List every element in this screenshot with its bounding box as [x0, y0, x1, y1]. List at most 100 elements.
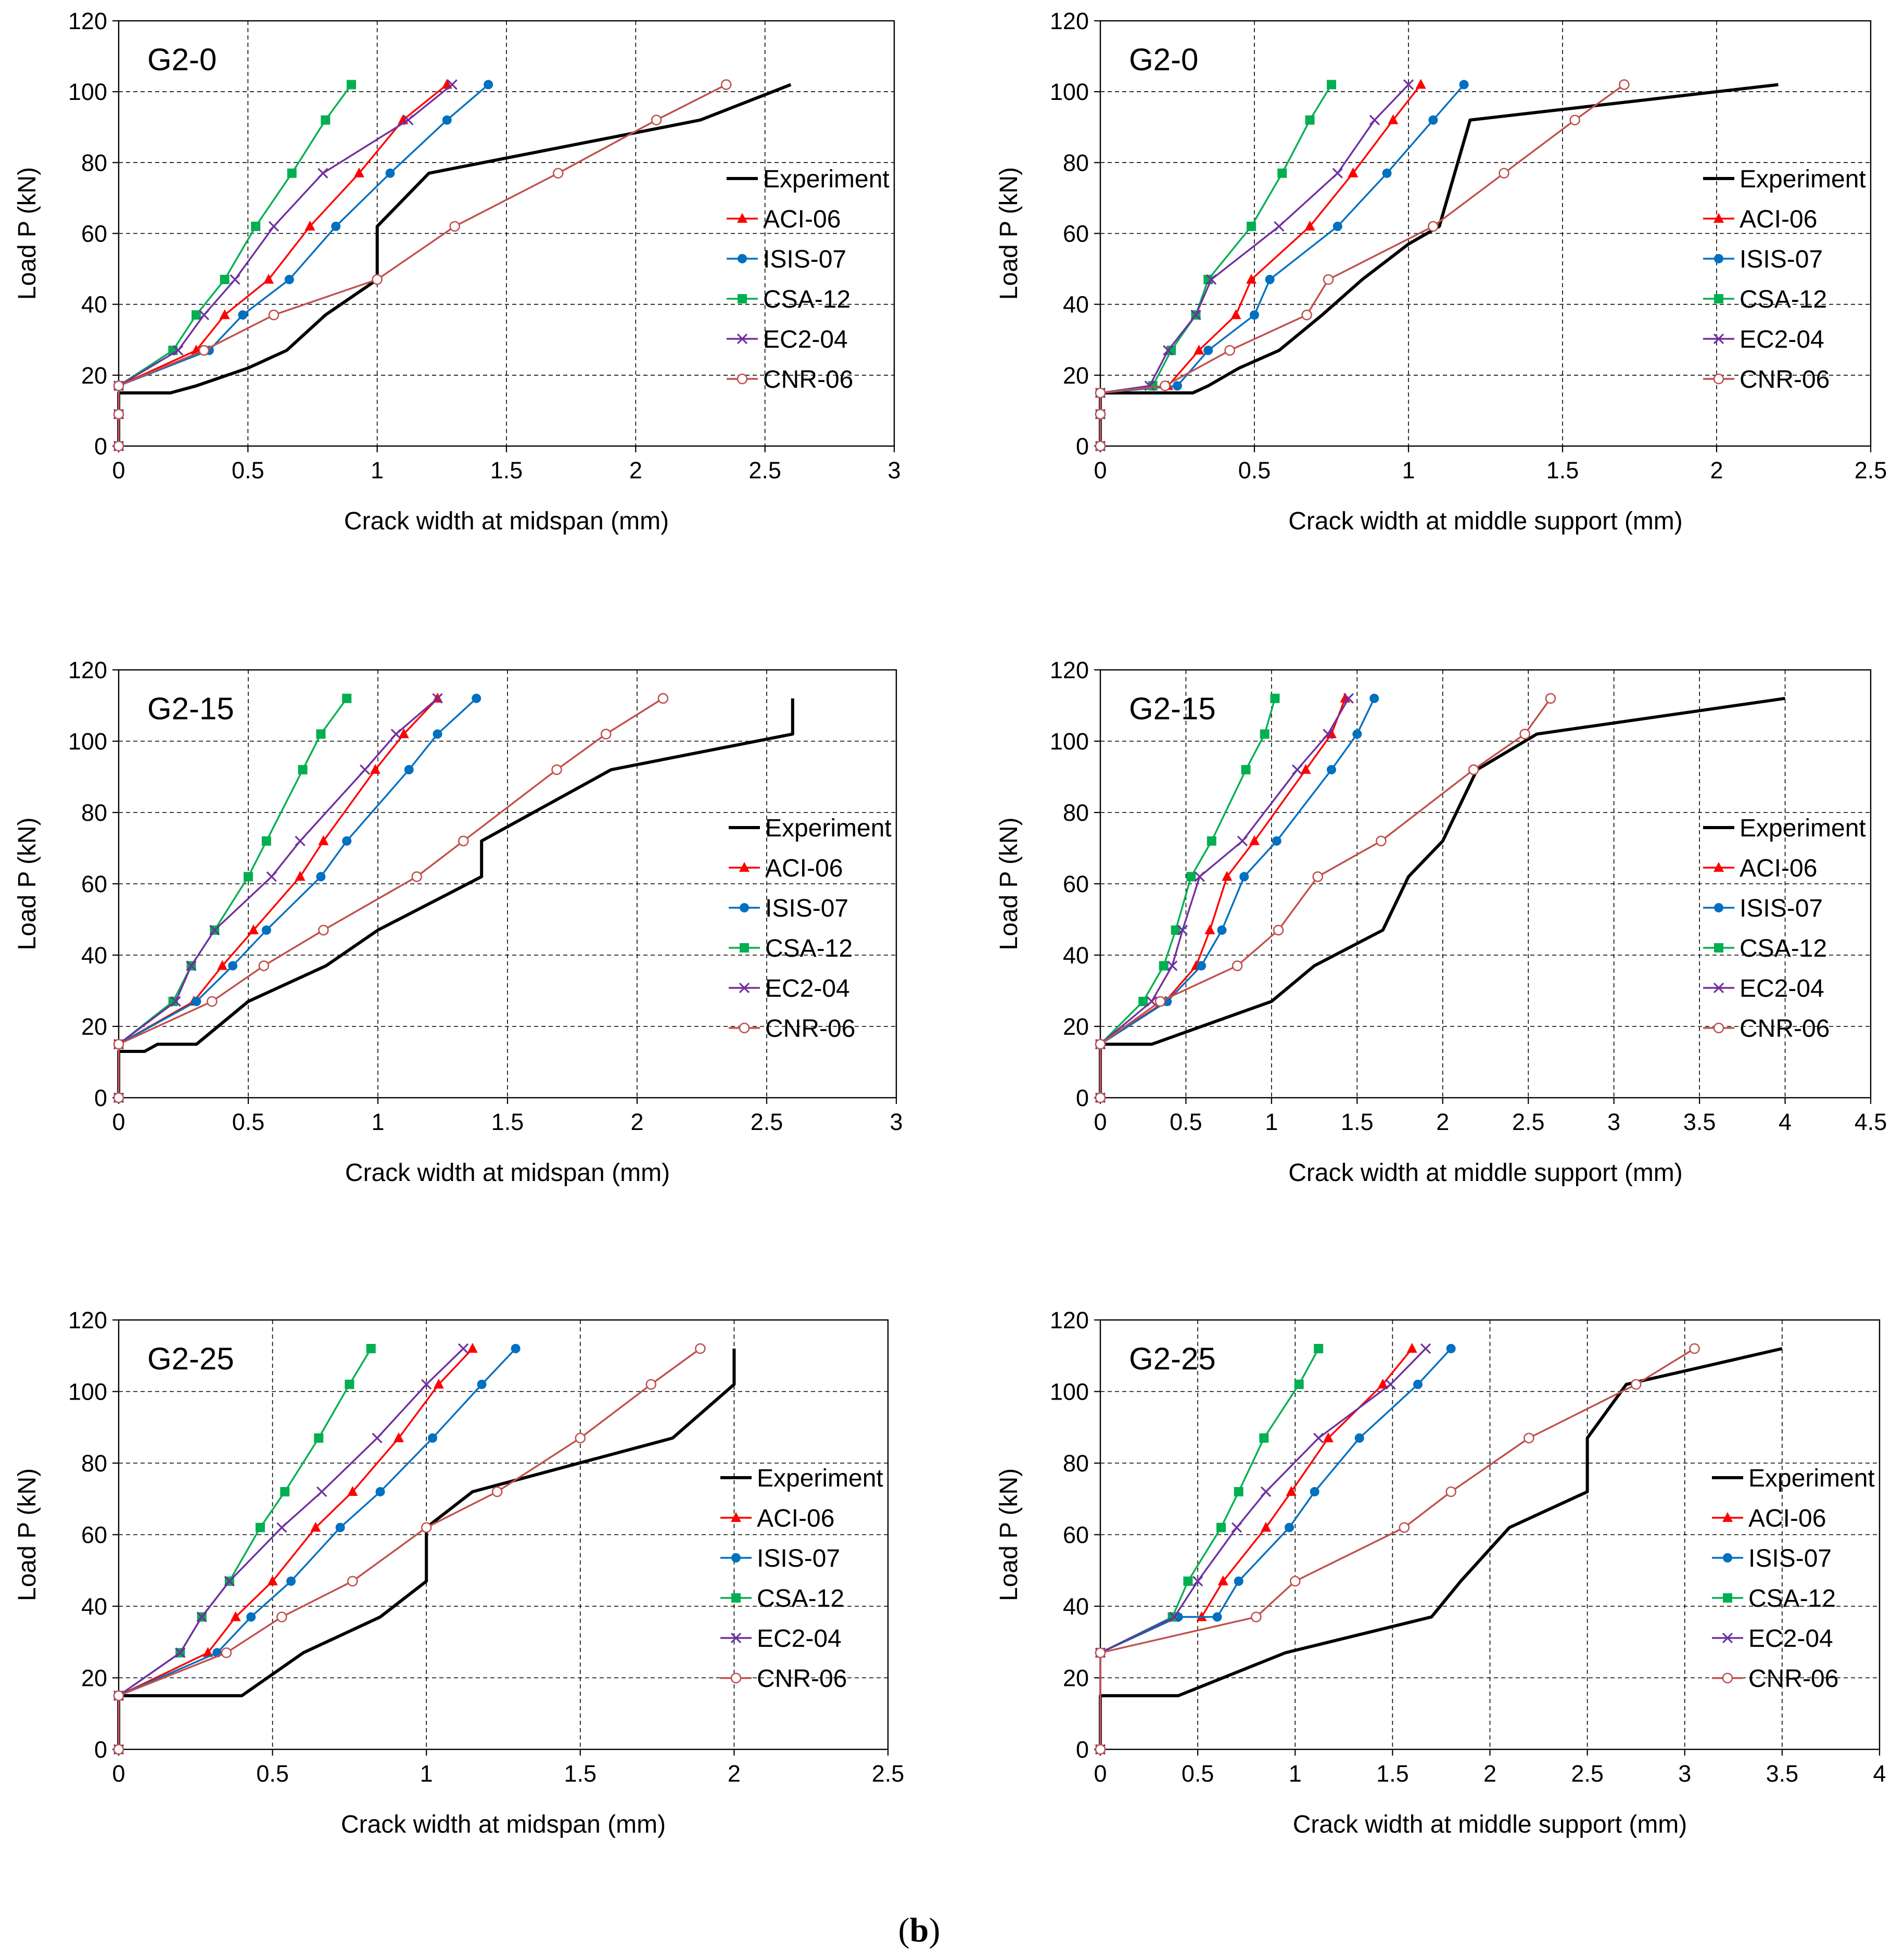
- panel-5-series-ec2-04-point-stroke-b: [458, 1343, 469, 1354]
- panel-6-title: G2-25: [1129, 1341, 1216, 1376]
- panel-1-series-cnr-06-point: [113, 440, 124, 452]
- panel-6-series-csa-12-point: [1314, 1344, 1324, 1353]
- panel-6-xtick-label: 0: [1094, 1760, 1107, 1787]
- panel-3-ytick-label: 60: [81, 871, 107, 897]
- panel-5-legend-marker: [731, 1512, 741, 1522]
- panel-1-plot-frame: [118, 20, 895, 447]
- panel-2-series-ec2-04-point-stroke-b: [1332, 168, 1343, 179]
- panel-3-series-aci-06-point: [217, 960, 228, 970]
- panel-6-series-ec2-04-point: [1231, 1522, 1242, 1533]
- panel-5-series-aci-06-point: [347, 1486, 358, 1496]
- panel-2-series-ec2-04-point: [1144, 380, 1155, 391]
- panel-6-series-ec2-04-point: [1260, 1486, 1272, 1497]
- panel-2-series-isis-07-point: [1459, 80, 1469, 90]
- panel-1-xtick-label: 0.5: [232, 457, 264, 484]
- panel-6-legend-label: ACI-06: [1748, 1505, 1826, 1532]
- panel-3-series-ec2-04-point: [295, 835, 306, 846]
- panel-2-series-cnr-06-point: [1323, 274, 1334, 285]
- panel-3-series-isis-07-point: [404, 765, 414, 774]
- panel-4-xtick-label: 0.5: [1170, 1109, 1202, 1135]
- panel-2-series-ec2-04-point: [1274, 221, 1285, 232]
- panel-5-series-aci-06-point: [433, 1378, 444, 1389]
- panel-1-legend-item: ISIS-07: [727, 246, 846, 273]
- panel-3-legend-marker: [739, 982, 750, 994]
- panel-5-legend-item: ACI-06: [720, 1505, 834, 1532]
- panel-2-series-cnr-06: [1095, 79, 1630, 452]
- panel-4-legend-item: ISIS-07: [1703, 895, 1823, 922]
- panel-6-series-isis-07-point: [1413, 1379, 1423, 1389]
- panel-1-legend-item: CSA-12: [727, 286, 851, 313]
- panel-5-series-isis-07-point: [375, 1487, 385, 1496]
- panel-1-ytick-label: 60: [81, 221, 107, 247]
- panel-4-x-axis-label: Crack width at middle support (mm): [1288, 1159, 1683, 1187]
- panel-5-series-ec2-04-point-stroke-b: [276, 1522, 287, 1533]
- panel-4-series-ec2-04-point-stroke-b: [1167, 960, 1178, 971]
- panel-4-series-ec2-04-line: [1099, 697, 1350, 1098]
- panel-6-legend-item: CSA-12: [1712, 1585, 1836, 1612]
- panel-6-x-axis-label: Crack width at middle support (mm): [1293, 1811, 1687, 1838]
- panel-5-legend-marker: [730, 1672, 742, 1684]
- panel-5-series-cnr-06-point: [221, 1647, 232, 1658]
- panel-6-series-cnr-06-point: [1630, 1379, 1642, 1390]
- panel-1-legend-marker: [738, 294, 747, 303]
- panel-4-xtick-label: 1: [1265, 1109, 1278, 1135]
- panel-6-series-aci-06-point: [1406, 1343, 1417, 1353]
- panel-4-legend-label: Experiment: [1740, 815, 1866, 842]
- panel-6-series-ec2-04-point-stroke-b: [1313, 1432, 1324, 1444]
- panel-6-series-cnr-06-point: [1524, 1432, 1534, 1444]
- panel-1-x-axis-label: Crack width at midspan (mm): [344, 507, 669, 535]
- panel-6-ytick-label: 80: [1063, 1450, 1089, 1477]
- panel-1-ytick-label: 20: [81, 362, 107, 389]
- panel-1-legend-item: CNR-06: [727, 366, 853, 393]
- panel-4-xtick-label: 4.5: [1855, 1109, 1887, 1135]
- panel-2-series-ec2-04-point: [1163, 345, 1174, 356]
- panel-5-series-csa-12-point: [255, 1522, 265, 1532]
- panel-4-series-csa-12-point: [1241, 765, 1251, 774]
- panel-6-series-experiment: [1099, 1347, 1783, 1749]
- panel-1-series-isis-07-point: [284, 275, 294, 285]
- panel-2-series-ec2-04-point-stroke-b: [1274, 221, 1285, 232]
- panel-1-series-aci-06-point: [304, 220, 315, 231]
- panel-6-series-csa-12-point: [1234, 1487, 1243, 1496]
- caption-open: (: [898, 1911, 910, 1949]
- panel-3-xtick-label: 1: [371, 1109, 384, 1135]
- panel-3-xtick-label: 2: [630, 1109, 643, 1135]
- panel-6-series-isis-07-point: [1446, 1344, 1456, 1353]
- panel-1-xtick-label: 2.5: [748, 457, 781, 484]
- panel-1-legend-label: ISIS-07: [763, 246, 846, 273]
- panel-6-series-isis-07-point: [1310, 1487, 1319, 1496]
- panel-2-ytick-label: 100: [1050, 79, 1089, 105]
- panel-5-xtick-label: 1: [420, 1760, 433, 1787]
- panel-1-series-cnr-06-point: [113, 380, 124, 391]
- panel-4-legend-marker-stroke-b: [1713, 982, 1724, 994]
- panel-4-legend-label: CSA-12: [1740, 935, 1827, 962]
- panel-4-series-csa-12-point: [1270, 693, 1280, 703]
- panel-3-xtick-label: 0: [112, 1109, 125, 1135]
- panel-5-ytick-label: 20: [81, 1665, 107, 1692]
- panel-2-legend-label: CNR-06: [1740, 366, 1830, 393]
- panel-3-series-cnr-06-point: [551, 764, 562, 776]
- panel-5-series-aci-06-point: [230, 1611, 241, 1621]
- panel-5-legend: Experiment ACI-06 ISIS-07 CSA-12 EC2-04 CNR-0…: [720, 1465, 883, 1693]
- panel-2-series-isis-07-point: [1382, 168, 1392, 178]
- panel-3-series-cnr-06-line: [118, 697, 664, 1098]
- panel-4-series-ec2-04-point-stroke-b: [1323, 729, 1334, 740]
- panel-4-series-cnr-06-point: [1154, 996, 1166, 1007]
- panel-5-series-ec2-04-point-stroke-b: [175, 1647, 186, 1658]
- panel-5-ytick-label: 40: [81, 1593, 107, 1620]
- panel-3-series-ec2-04-point: [266, 871, 277, 882]
- panel-3-xtick-label: 0.5: [232, 1109, 265, 1135]
- panel-6-ytick-label: 0: [1076, 1736, 1089, 1763]
- panel-3-series-aci-06-point: [295, 871, 306, 881]
- panel-4-series-csa-12-point: [1159, 961, 1169, 971]
- panel-1-series-csa-12-point: [220, 275, 230, 285]
- panel-5-chart: 0 0.5 1 1.5 2 2.5 0 20 40 60 80 100 120 Crack width a…: [14, 1307, 904, 1838]
- panel-4-series-isis-07-point: [1369, 693, 1379, 703]
- panel-4-series-isis-07-point: [1197, 961, 1207, 971]
- panel-6-series-ec2-04-point: [1385, 1379, 1396, 1390]
- panel-3-series-cnr-06-point: [600, 729, 612, 740]
- panel-1-series-ec2-04-point: [198, 309, 210, 321]
- panel-2-legend-item: CSA-12: [1703, 286, 1827, 313]
- panel-4-legend-marker: [1713, 862, 1724, 872]
- panel-3-series-ec2-04-point-stroke-b: [170, 996, 181, 1007]
